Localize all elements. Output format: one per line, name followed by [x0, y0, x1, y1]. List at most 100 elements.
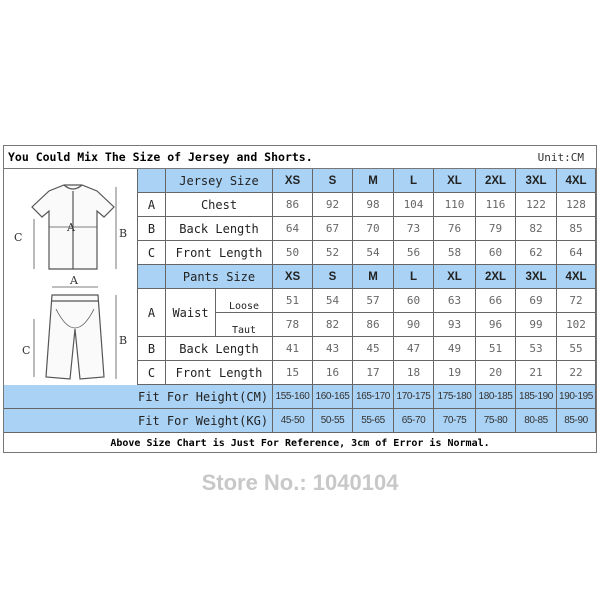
size-value: 22	[557, 361, 596, 385]
size-value: 66	[476, 289, 516, 313]
fit-value: 45-50	[273, 409, 313, 433]
fit-value: 155-160	[273, 385, 313, 409]
row-label: Back Length	[166, 337, 273, 361]
size-header: XL	[434, 265, 476, 289]
size-value: 102	[557, 313, 596, 337]
size-value: 45	[353, 337, 394, 361]
size-value: 63	[434, 289, 476, 313]
size-value: 51	[273, 289, 313, 313]
garment-diagrams: A B C A B C	[4, 169, 138, 385]
size-value: 53	[516, 337, 557, 361]
size-chart: You Could Mix The Size of Jersey and Sho…	[3, 145, 597, 453]
size-value: 21	[516, 361, 557, 385]
size-value: 52	[313, 241, 353, 265]
size-value: 19	[434, 361, 476, 385]
size-value: 85	[557, 217, 596, 241]
size-value: 47	[394, 337, 434, 361]
size-value: 64	[557, 241, 596, 265]
row-label: Front Length	[166, 361, 273, 385]
size-value: 86	[273, 193, 313, 217]
size-header: S	[313, 265, 353, 289]
size-value: 79	[476, 217, 516, 241]
fit-value: 65-70	[394, 409, 434, 433]
size-header: S	[313, 169, 353, 193]
taut-label: Taut	[216, 313, 273, 337]
size-value: 92	[313, 193, 353, 217]
size-value: 69	[516, 289, 557, 313]
size-value: 122	[516, 193, 557, 217]
row-letter: B	[138, 337, 166, 361]
size-value: 76	[434, 217, 476, 241]
size-value: 98	[353, 193, 394, 217]
size-value: 15	[273, 361, 313, 385]
size-value: 64	[273, 217, 313, 241]
size-value: 82	[313, 313, 353, 337]
header-blank	[138, 169, 166, 193]
size-value: 128	[557, 193, 596, 217]
fit-value: 50-55	[313, 409, 353, 433]
size-value: 54	[313, 289, 353, 313]
jersey-size-header: Jersey Size	[166, 169, 273, 193]
size-value: 41	[273, 337, 313, 361]
unit-label: Unit:CM	[537, 151, 584, 164]
fit-label: Fit For Weight(KG)	[4, 409, 273, 433]
size-header: 3XL	[516, 169, 557, 193]
row-letter: C	[138, 361, 166, 385]
size-value: 57	[353, 289, 394, 313]
header-blank	[138, 265, 166, 289]
shorts-label-c: C	[22, 344, 30, 357]
row-letter: A	[138, 193, 166, 217]
fit-label: Fit For Height(CM)	[4, 385, 273, 409]
size-header: L	[394, 265, 434, 289]
size-value: 116	[476, 193, 516, 217]
footer-note: Above Size Chart is Just For Reference, …	[110, 438, 490, 449]
title-text: You Could Mix The Size of Jersey and Sho…	[8, 150, 313, 164]
size-value: 73	[394, 217, 434, 241]
size-value: 54	[353, 241, 394, 265]
size-value: 60	[476, 241, 516, 265]
size-header: XS	[273, 169, 313, 193]
jersey-label-b: B	[119, 227, 127, 240]
fit-value: 185-190	[516, 385, 557, 409]
size-value: 51	[476, 337, 516, 361]
size-value: 72	[557, 289, 596, 313]
fit-value: 170-175	[394, 385, 434, 409]
row-letter: C	[138, 241, 166, 265]
fit-value: 55-65	[353, 409, 394, 433]
size-value: 99	[516, 313, 557, 337]
size-value: 86	[353, 313, 394, 337]
shorts-label-b: B	[119, 334, 127, 347]
shorts-label-a: A	[69, 274, 79, 287]
fit-value: 175-180	[434, 385, 476, 409]
size-value: 56	[394, 241, 434, 265]
size-header: 4XL	[557, 169, 596, 193]
fit-value: 180-185	[476, 385, 516, 409]
size-value: 96	[476, 313, 516, 337]
size-value: 50	[273, 241, 313, 265]
jersey-label-c: C	[14, 231, 22, 244]
pants-size-header: Pants Size	[166, 265, 273, 289]
size-value: 70	[353, 217, 394, 241]
row-letter: A	[138, 289, 166, 337]
fit-value: 160-165	[313, 385, 353, 409]
row-letter: B	[138, 217, 166, 241]
size-header: 2XL	[476, 169, 516, 193]
size-value: 58	[434, 241, 476, 265]
size-header: 3XL	[516, 265, 557, 289]
row-label: Front Length	[166, 241, 273, 265]
row-label: Back Length	[166, 217, 273, 241]
watermark: Store No.: 1040104	[201, 470, 399, 495]
chart-title: You Could Mix The Size of Jersey and Sho…	[4, 146, 596, 169]
size-value: 62	[516, 241, 557, 265]
size-header: L	[394, 169, 434, 193]
size-value: 104	[394, 193, 434, 217]
size-value: 20	[476, 361, 516, 385]
fit-value: 70-75	[434, 409, 476, 433]
fit-value: 165-170	[353, 385, 394, 409]
fit-value: 190-195	[557, 385, 596, 409]
size-value: 82	[516, 217, 557, 241]
size-header: XL	[434, 169, 476, 193]
size-value: 43	[313, 337, 353, 361]
size-value: 55	[557, 337, 596, 361]
fit-value: 75-80	[476, 409, 516, 433]
